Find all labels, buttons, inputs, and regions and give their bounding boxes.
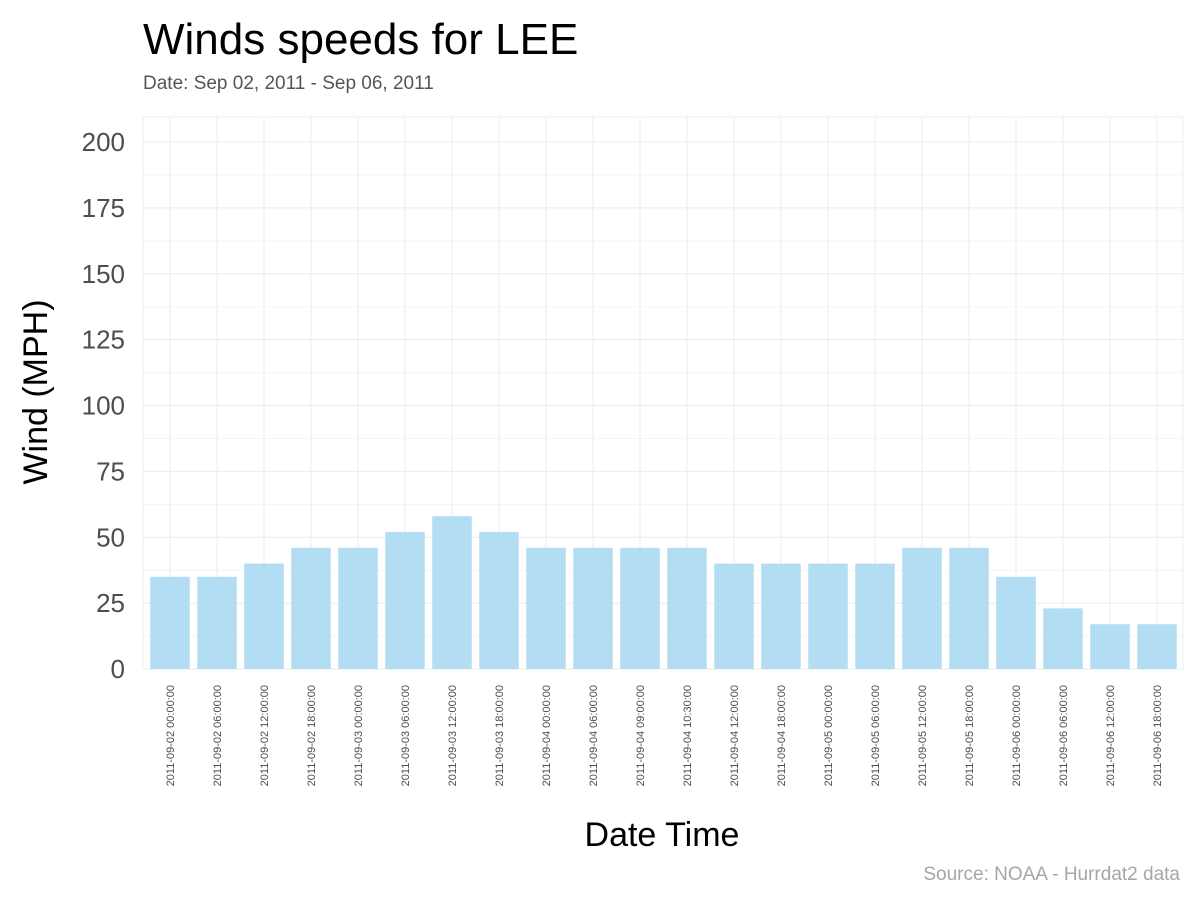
- x-tick-label: 2011-09-04 00:00:00: [541, 685, 553, 786]
- x-tick-label: 2011-09-03 06:00:00: [400, 685, 412, 786]
- bar: [855, 563, 895, 669]
- bar: [714, 563, 754, 669]
- chart-title: Winds speeds for LEE: [143, 15, 578, 64]
- y-tick-label: 150: [82, 259, 125, 289]
- x-tick-label: 2011-09-04 06:00:00: [588, 685, 600, 786]
- y-tick-label: 0: [111, 654, 125, 684]
- bar: [902, 547, 942, 669]
- x-tick-label: 2011-09-05 12:00:00: [917, 685, 929, 786]
- y-tick-label: 25: [96, 588, 125, 618]
- bar: [432, 516, 472, 669]
- x-tick-label: 2011-09-04 10:30:00: [682, 685, 694, 786]
- x-tick-label: 2011-09-06 00:00:00: [1011, 685, 1023, 786]
- bar: [291, 547, 331, 669]
- bar: [526, 547, 566, 669]
- y-axis-title: Wind (MPH): [17, 299, 55, 484]
- x-tick-label: 2011-09-03 12:00:00: [447, 685, 459, 786]
- bar: [808, 563, 848, 669]
- x-tick-label: 2011-09-02 18:00:00: [306, 685, 318, 786]
- x-tick-label: 2011-09-03 18:00:00: [494, 685, 506, 786]
- x-tick-label: 2011-09-05 00:00:00: [823, 685, 835, 786]
- bar: [573, 547, 613, 669]
- bar: [949, 547, 989, 669]
- x-axis-ticks: 2011-09-02 00:00:00 2011-09-02 06:00:00 20…: [165, 685, 1164, 786]
- plot-panel-border: [142, 116, 1184, 670]
- x-tick-label: 2011-09-04 18:00:00: [776, 685, 788, 786]
- y-tick-label: 75: [96, 456, 125, 486]
- bar: [479, 531, 519, 669]
- bar: [1137, 624, 1177, 669]
- x-tick-label: 2011-09-02 06:00:00: [212, 685, 224, 786]
- bar: [761, 563, 801, 669]
- x-tick-label: 2011-09-04 12:00:00: [729, 685, 741, 786]
- x-axis-title: Date Time: [585, 816, 740, 854]
- bar: [1043, 608, 1083, 669]
- bar: [385, 531, 425, 669]
- x-tick-label: 2011-09-06 12:00:00: [1105, 685, 1117, 786]
- chart-caption: Source: NOAA - Hurrdat2 data: [923, 864, 1180, 885]
- x-tick-label: 2011-09-06 18:00:00: [1152, 685, 1164, 786]
- bar: [338, 547, 378, 669]
- bar: [996, 576, 1036, 669]
- x-tick-label: 2011-09-03 00:00:00: [353, 685, 365, 786]
- x-tick-label: 2011-09-06 06:00:00: [1058, 685, 1070, 786]
- y-axis-ticks: 0 25 50 75 100 125 150 175 200: [82, 127, 125, 684]
- y-tick-label: 175: [82, 193, 125, 223]
- x-tick-label: 2011-09-05 06:00:00: [870, 685, 882, 786]
- x-tick-label: 2011-09-02 00:00:00: [165, 685, 177, 786]
- chart-subtitle: Date: Sep 02, 2011 - Sep 06, 2011: [143, 73, 434, 94]
- y-tick-label: 200: [82, 127, 125, 157]
- bar: [620, 547, 660, 669]
- bar: [197, 576, 237, 669]
- bar: [667, 547, 707, 669]
- x-tick-label: 2011-09-02 12:00:00: [259, 685, 271, 786]
- x-tick-label: 2011-09-04 09:00:00: [635, 685, 647, 786]
- y-tick-label: 100: [82, 391, 125, 421]
- bar: [1090, 624, 1130, 669]
- bars: [150, 516, 1177, 669]
- x-tick-label: 2011-09-05 18:00:00: [964, 685, 976, 786]
- y-tick-label: 50: [96, 522, 125, 552]
- y-tick-label: 125: [82, 325, 125, 355]
- bar: [244, 563, 284, 669]
- bar: [150, 576, 190, 669]
